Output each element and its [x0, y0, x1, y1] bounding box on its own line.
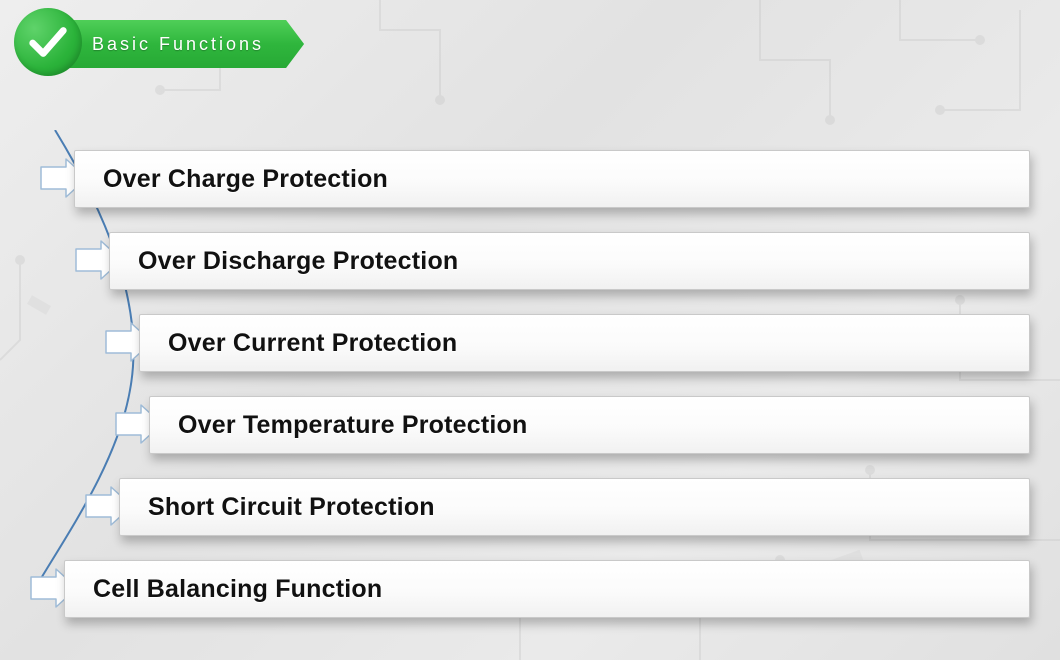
feature-label: Cell Balancing Function — [93, 575, 382, 604]
section-title-tag: Basic Functions — [64, 20, 304, 68]
feature-bar: Cell Balancing Function — [64, 560, 1030, 618]
feature-row: Over Charge Protection — [40, 150, 1030, 208]
feature-label: Short Circuit Protection — [148, 493, 435, 522]
section-title: Basic Functions — [92, 34, 264, 55]
section-header: Basic Functions — [14, 14, 304, 74]
infographic-canvas: Basic Functions Over Charge Protection O… — [0, 0, 1060, 660]
feature-label: Over Charge Protection — [103, 165, 388, 194]
feature-bar: Over Discharge Protection — [109, 232, 1030, 290]
feature-label: Over Current Protection — [168, 329, 457, 358]
feature-row: Over Discharge Protection — [75, 232, 1030, 290]
feature-bar: Over Charge Protection — [74, 150, 1030, 208]
feature-row: Over Temperature Protection — [115, 396, 1030, 454]
feature-row: Cell Balancing Function — [30, 560, 1030, 618]
feature-label: Over Discharge Protection — [138, 247, 458, 276]
feature-bar: Over Temperature Protection — [149, 396, 1030, 454]
feature-bar: Over Current Protection — [139, 314, 1030, 372]
feature-label: Over Temperature Protection — [178, 411, 527, 440]
feature-row: Over Current Protection — [105, 314, 1030, 372]
checkmark-icon — [14, 8, 82, 76]
feature-bar: Short Circuit Protection — [119, 478, 1030, 536]
feature-row: Short Circuit Protection — [85, 478, 1030, 536]
